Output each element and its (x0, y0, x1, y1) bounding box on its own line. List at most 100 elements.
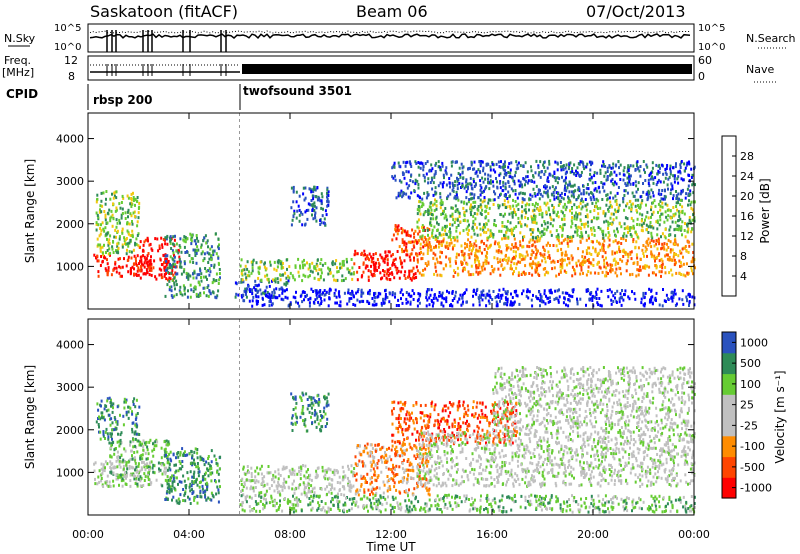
range-cell (533, 180, 536, 184)
range-cell (489, 174, 492, 178)
range-cell (141, 460, 143, 464)
range-cell (173, 294, 176, 298)
range-cell (168, 272, 171, 275)
range-cell (474, 217, 477, 221)
range-cell (419, 235, 422, 239)
range-cell (417, 218, 420, 222)
range-cell (544, 267, 547, 270)
range-cell (651, 161, 654, 165)
range-cell (464, 219, 466, 223)
range-cell (406, 249, 409, 253)
range-cell (535, 247, 538, 251)
range-cell (687, 227, 690, 231)
range-cell (197, 295, 200, 298)
range-cell (128, 222, 131, 226)
range-cell (506, 219, 509, 223)
range-cell (106, 432, 109, 436)
range-cell (371, 297, 374, 300)
range-cell (114, 260, 117, 264)
range-cell (498, 165, 501, 169)
range-cell (653, 244, 656, 248)
range-cell (416, 225, 419, 229)
range-cell (288, 303, 291, 307)
range-cell (145, 457, 148, 461)
range-cell (523, 257, 526, 261)
range-cell (398, 164, 401, 168)
nsky-trace (89, 30, 691, 52)
range-cell (618, 166, 620, 170)
range-cell (240, 258, 243, 262)
range-cell (352, 272, 355, 276)
range-cell (104, 267, 107, 271)
range-cell (667, 187, 669, 191)
range-cell (373, 268, 376, 272)
range-cell (118, 271, 121, 275)
range-cell (564, 250, 567, 254)
range-cell (380, 277, 382, 281)
range-cell (580, 265, 583, 269)
range-cell (504, 185, 507, 189)
range-cell (169, 487, 172, 491)
range-cell (158, 247, 161, 250)
range-cell (218, 278, 221, 282)
range-cell (671, 220, 674, 224)
range-cell (117, 241, 120, 245)
range-cell (169, 468, 172, 472)
range-cell (266, 277, 269, 281)
range-cell (167, 482, 170, 486)
range-cell (557, 235, 560, 239)
range-cell (210, 460, 213, 464)
range-cell (202, 490, 205, 494)
range-cell (312, 290, 315, 293)
range-cell (398, 179, 401, 183)
range-cell (502, 214, 505, 218)
range-cell (283, 477, 286, 481)
range-cell (146, 457, 149, 461)
range-cell (370, 260, 373, 264)
range-cell (165, 263, 168, 267)
range-cell (111, 224, 114, 228)
range-cell (163, 463, 166, 467)
range-cell (111, 437, 113, 441)
range-cell (386, 254, 389, 258)
range-cell (523, 192, 526, 196)
range-cell (102, 227, 105, 231)
range-cell (558, 200, 561, 204)
range-cell (193, 450, 196, 454)
range-cell (640, 219, 643, 223)
range-cell (618, 266, 621, 270)
range-cell (479, 249, 481, 253)
range-cell (393, 161, 396, 165)
range-cell (514, 242, 517, 246)
range-cell (472, 177, 475, 181)
range-cell (257, 300, 259, 303)
range-cell (440, 301, 443, 305)
range-cell (189, 482, 192, 486)
range-cell (511, 243, 514, 247)
range-cell (143, 255, 146, 259)
range-cell (441, 251, 443, 255)
range-cell (112, 466, 115, 470)
range-cell (530, 165, 532, 169)
range-cell (485, 293, 488, 297)
range-cell (95, 256, 98, 260)
range-cell (316, 258, 319, 262)
range-cell (671, 273, 674, 277)
range-cell (694, 266, 696, 270)
range-cell (191, 480, 194, 484)
range-cell (123, 400, 126, 404)
range-cell (294, 296, 297, 300)
range-cell (648, 184, 651, 188)
range-cell (195, 242, 197, 246)
range-cell (129, 473, 132, 477)
range-cell (246, 274, 249, 278)
range-cell (213, 454, 216, 458)
range-cell (394, 265, 397, 269)
range-cell (136, 450, 139, 454)
range-cell (327, 200, 330, 204)
range-cell (600, 289, 603, 293)
range-cell (558, 272, 560, 276)
range-cell (599, 206, 602, 210)
range-cell (240, 294, 243, 298)
range-cell (138, 443, 141, 447)
